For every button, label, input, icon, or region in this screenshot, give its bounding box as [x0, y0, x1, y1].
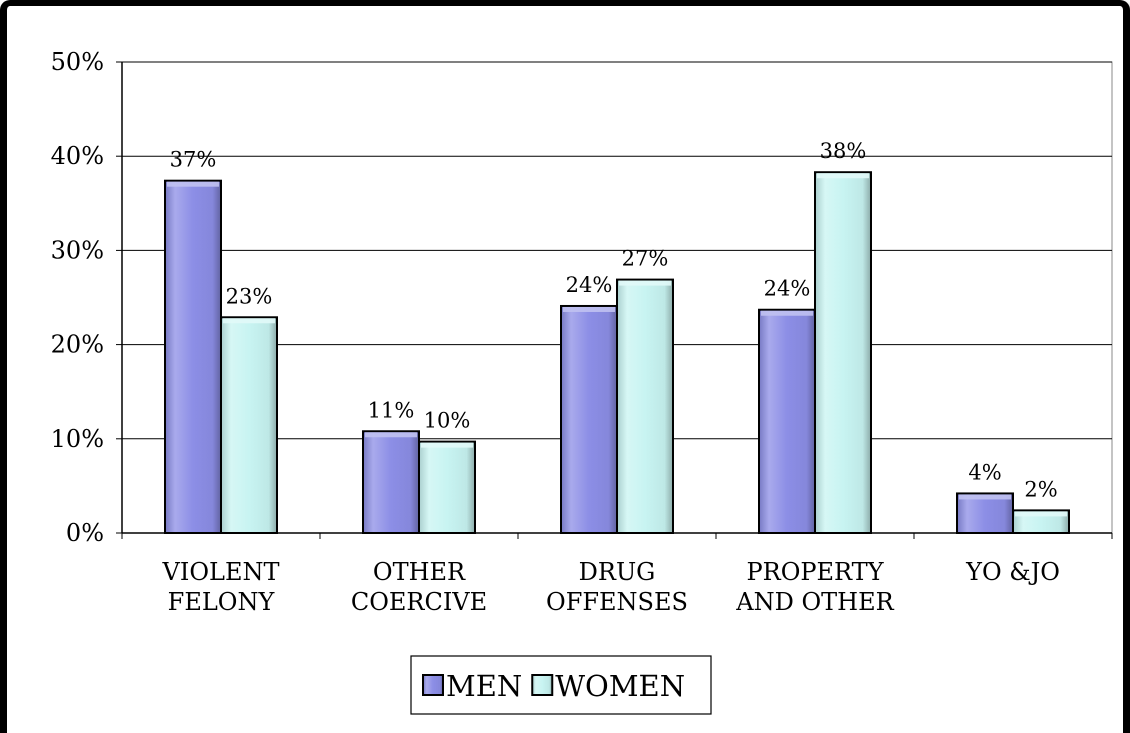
legend-label-women: WOMEN — [555, 669, 685, 703]
y-tick-label: 30% — [51, 236, 104, 264]
legend-swatch-men — [422, 674, 444, 696]
bar-highlight — [167, 181, 219, 187]
category-label: PROPERTY — [746, 558, 884, 586]
category-label: COERCIVE — [351, 588, 487, 616]
bar-highlight — [365, 432, 417, 438]
bar-men — [758, 308, 816, 534]
y-tick-label: 0% — [66, 519, 104, 547]
data-label: 37% — [170, 148, 217, 172]
y-tick-label: 50% — [51, 48, 104, 76]
legend-label-men: MEN — [446, 669, 522, 703]
data-label: 11% — [368, 398, 415, 422]
bar-highlight — [421, 442, 473, 448]
bar-women — [220, 316, 278, 535]
bar-men — [956, 492, 1014, 535]
bar-highlight — [959, 494, 1011, 500]
data-label: 24% — [566, 273, 613, 297]
y-tick-label: 40% — [51, 142, 104, 170]
category-label: VIOLENT — [162, 558, 280, 586]
bar-highlight — [1015, 511, 1067, 517]
bar-men — [164, 179, 222, 535]
legend — [410, 655, 712, 715]
bar-highlight — [563, 306, 615, 312]
bar-highlight — [223, 318, 275, 324]
bar-men — [362, 430, 420, 535]
data-label: 27% — [622, 247, 669, 271]
bar-highlight — [761, 310, 813, 316]
data-label: 38% — [820, 139, 867, 163]
category-label: YO &JO — [965, 558, 1060, 586]
bar-highlight — [619, 280, 671, 286]
data-label: 2% — [1024, 477, 1057, 501]
category-label: DRUG — [579, 558, 656, 586]
bar-women — [616, 278, 674, 534]
bar-women — [418, 440, 476, 535]
category-label: OFFENSES — [546, 588, 688, 616]
y-tick-label: 10% — [51, 425, 104, 453]
data-label: 10% — [424, 409, 471, 433]
y-tick-label: 20% — [51, 331, 104, 359]
bar-women — [814, 171, 872, 535]
data-label: 4% — [968, 460, 1001, 484]
data-label: 23% — [226, 284, 273, 308]
data-label: 24% — [764, 277, 811, 301]
category-label: AND OTHER — [735, 588, 894, 616]
legend-swatch-women — [531, 674, 554, 696]
category-label: FELONY — [168, 588, 276, 616]
category-label: OTHER — [373, 558, 466, 586]
bar-highlight — [817, 173, 869, 179]
bar-men — [560, 304, 618, 534]
